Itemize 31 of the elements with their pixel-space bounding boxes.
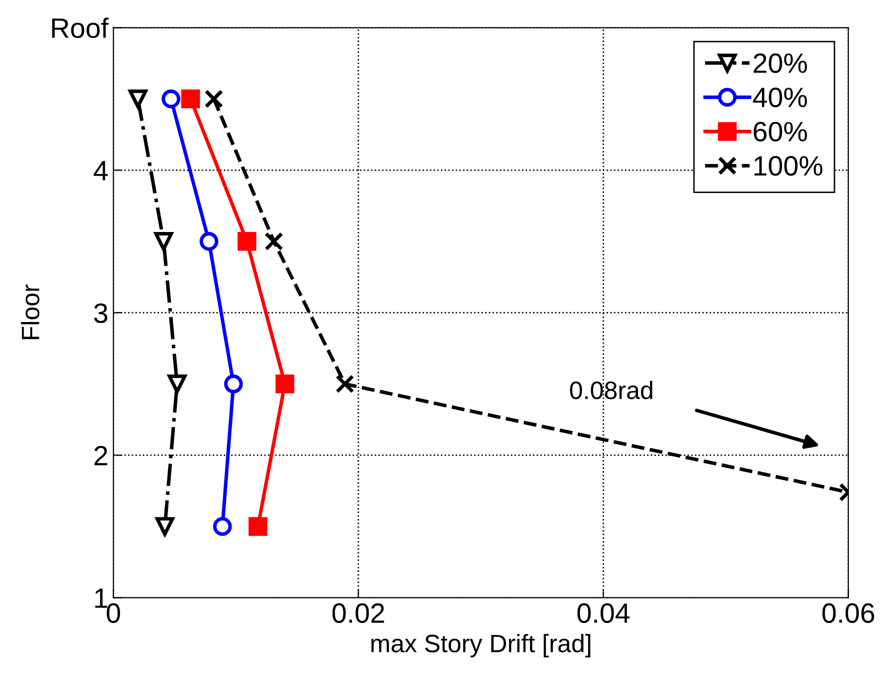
- point: [155, 517, 174, 536]
- x-axis-title: max Story Drift [rad]: [371, 634, 590, 658]
- point: [204, 90, 224, 108]
- legend-label: 20%: [754, 53, 807, 74]
- point: [168, 374, 186, 394]
- point: [224, 374, 243, 394]
- annotation: 0.08rad: [570, 380, 652, 400]
- point: [181, 90, 200, 108]
- point: [238, 232, 256, 251]
- point: [276, 374, 294, 394]
- y-tick-label: 4: [94, 161, 108, 180]
- x-tick-label: 0.02: [332, 603, 384, 623]
- point: [128, 90, 148, 108]
- x-tick-label: 0.04: [577, 603, 630, 623]
- x-tick-label: 0: [106, 603, 120, 623]
- point: [264, 232, 284, 251]
- legend-label: 40%: [752, 88, 807, 108]
- y-axis-title: Floor: [21, 284, 40, 340]
- point: [200, 232, 218, 251]
- legend-label: 100%: [754, 156, 822, 176]
- y-tick-label: 2: [94, 446, 108, 466]
- y-tick-label: 3: [94, 303, 108, 324]
- point: [162, 90, 180, 108]
- point: [248, 517, 268, 536]
- point: [336, 374, 354, 394]
- point: [213, 517, 232, 536]
- y-tick-label: Roof: [52, 18, 109, 38]
- y-tick-label: 1: [95, 588, 108, 608]
- point: [154, 232, 174, 251]
- x-tick-label: 0.06: [822, 603, 874, 623]
- legend-label: 60%: [754, 122, 807, 142]
